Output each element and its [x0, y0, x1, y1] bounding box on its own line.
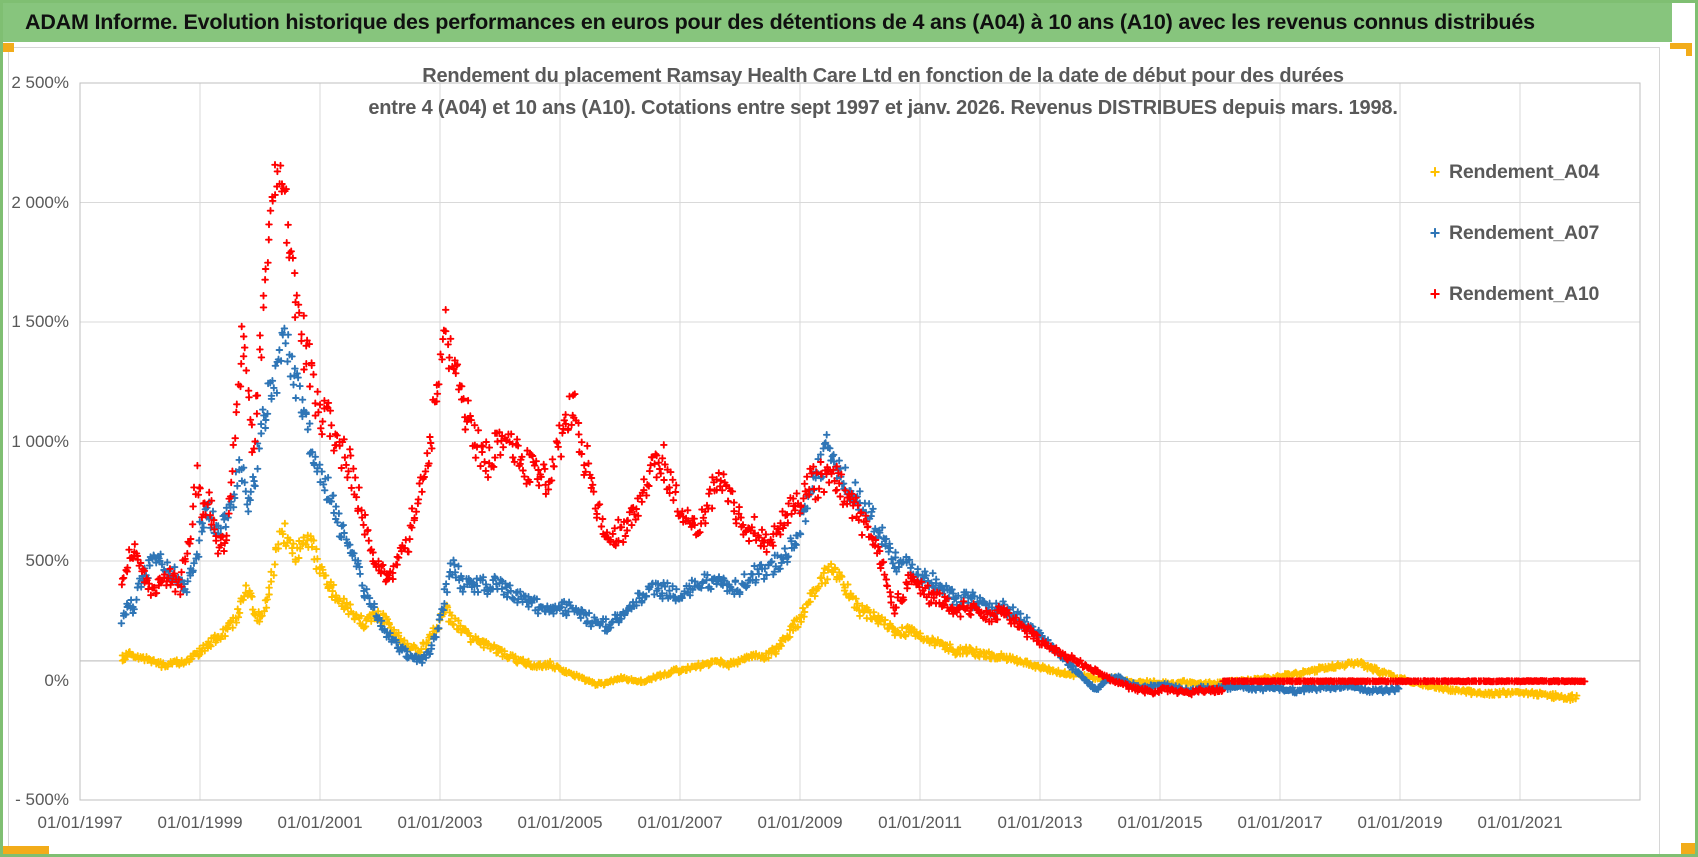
x-tick-label: 01/01/2015 — [1117, 813, 1203, 832]
series-Rendement_A04 — [118, 519, 1581, 705]
plot-area-border — [79, 82, 1641, 801]
legend-plus-marker-icon: + — [1429, 223, 1441, 243]
legend-label: Rendement_A04 — [1449, 161, 1600, 183]
x-tick-label: 01/01/2019 — [1357, 813, 1443, 832]
chart-title-line2: entre 4 (A04) et 10 ans (A10). Cotations… — [368, 97, 1398, 119]
x-tick-label: 01/01/2013 — [997, 813, 1083, 832]
legend-plus-marker-icon: + — [1429, 162, 1441, 182]
chart-title-line1: Rendement du placement Ramsay Health Car… — [422, 65, 1344, 87]
y-tick-label: 500% — [25, 551, 69, 570]
legend-plus-marker-icon: + — [1429, 284, 1441, 304]
banner-title: ADAM Informe. Evolution historique des p… — [3, 3, 1672, 42]
performance-scatter-plot — [79, 82, 1641, 801]
selection-handle-top-right[interactable] — [1670, 43, 1692, 56]
x-tick-label: 01/01/2003 — [397, 813, 483, 832]
y-tick-label: 0% — [44, 670, 69, 690]
x-tick-label: 01/01/2011 — [878, 813, 962, 832]
selection-handle-bottom-right[interactable] — [1681, 843, 1695, 854]
legend-label: Rendement_A10 — [1449, 283, 1600, 305]
series-Rendement_A10 — [118, 161, 1227, 699]
chart-panel[interactable] — [8, 47, 1660, 854]
y-tick-label: 1 500% — [11, 312, 69, 331]
legend-item-rendement_a07[interactable]: + Rendement_A07 — [1427, 221, 1600, 246]
legend-label: Rendement_A07 — [1449, 222, 1600, 244]
legend-item-rendement_a04[interactable]: + Rendement_A04 — [1427, 160, 1600, 185]
x-tick-label: 01/01/1999 — [157, 813, 243, 832]
x-tick-label: 01/01/1997 — [37, 813, 123, 832]
x-tick-label: 01/01/2009 — [757, 813, 843, 832]
x-tick-label: 01/01/2001 — [277, 813, 363, 832]
y-tick-label: 1 000% — [11, 431, 69, 451]
y-tick-label: - 500% — [15, 790, 69, 809]
y-tick-label: 2 500% — [11, 73, 69, 92]
x-tick-label: 01/01/2007 — [637, 813, 723, 832]
chart-title: Rendement du placement Ramsay Health Car… — [283, 60, 1483, 124]
series-Rendement_A10_flat_zero_segment — [1219, 677, 1589, 686]
legend: + Rendement_A04 + Rendement_A07 + Rendement_A… — [1427, 160, 1600, 343]
legend-item-rendement_a10[interactable]: + Rendement_A10 — [1427, 282, 1600, 307]
x-tick-label: 01/01/2005 — [517, 813, 603, 832]
selection-handle-top-left[interactable] — [3, 43, 14, 52]
series-Rendement_A07 — [117, 324, 1403, 697]
x-tick-label: 01/01/2021 — [1477, 813, 1563, 832]
y-tick-label: 2 000% — [11, 192, 69, 212]
x-tick-label: 01/01/2017 — [1237, 813, 1323, 832]
selection-handle-bottom-left[interactable] — [3, 846, 49, 854]
